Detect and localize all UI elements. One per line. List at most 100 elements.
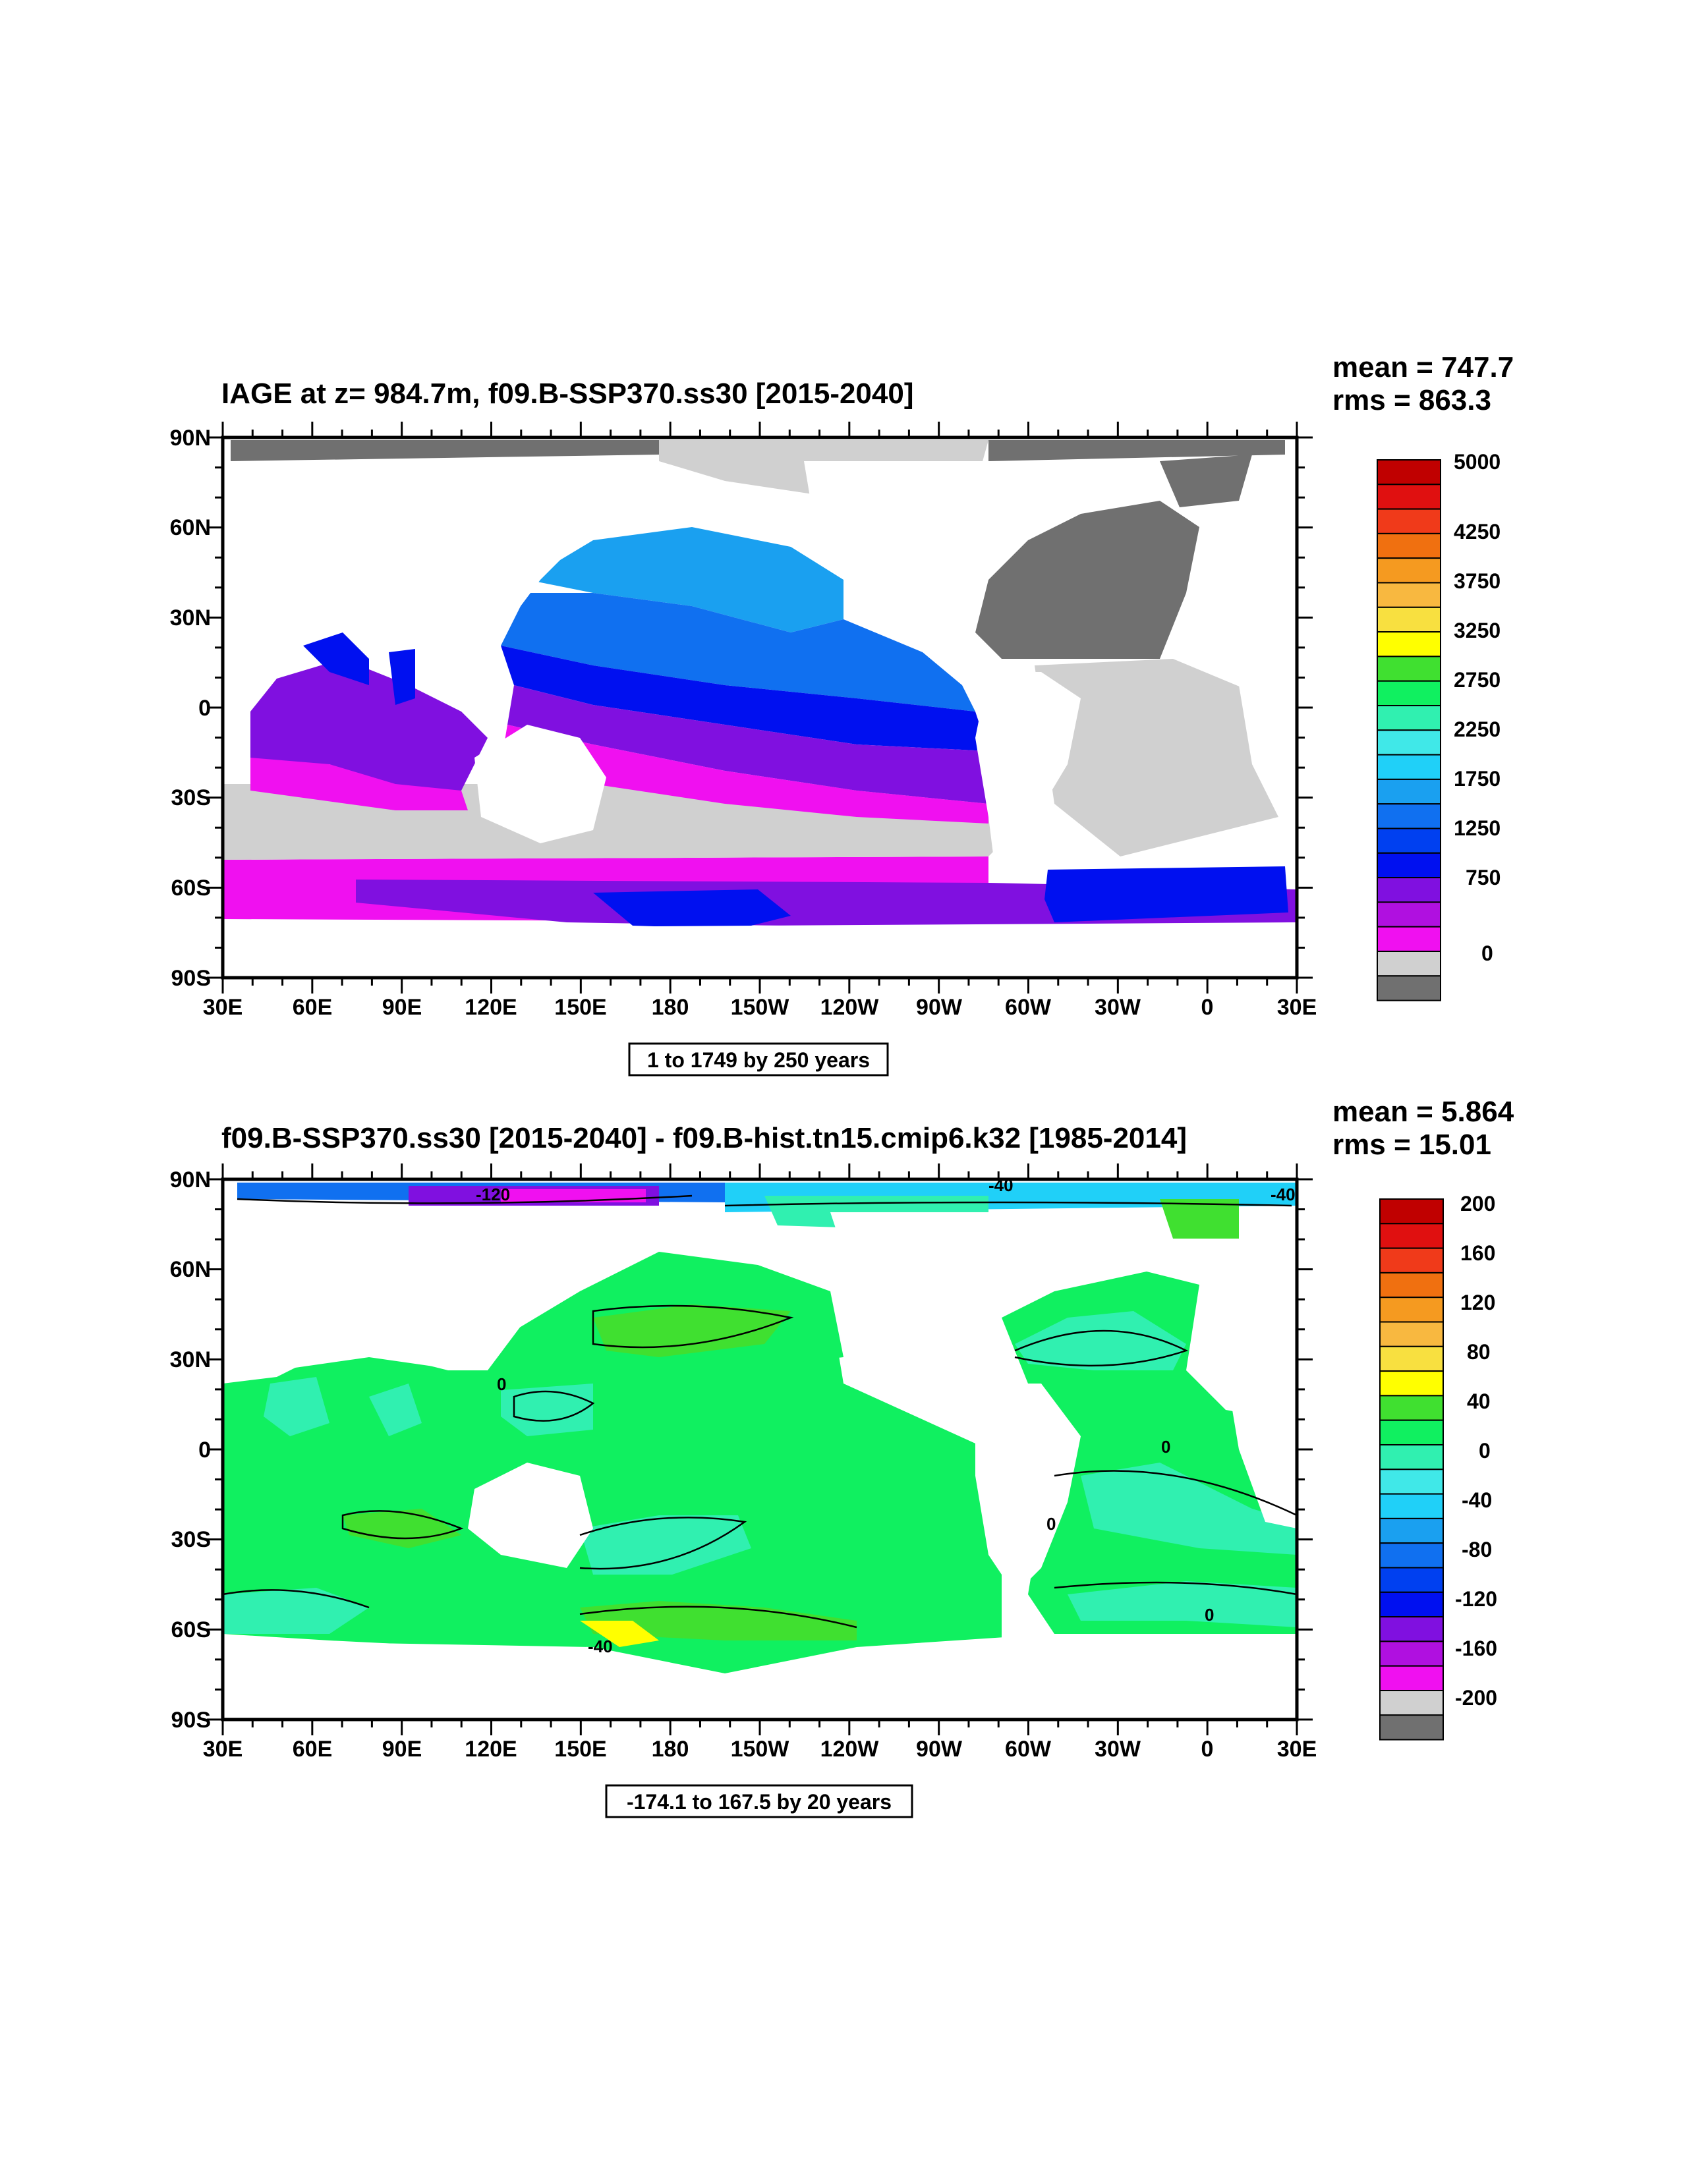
colorbar-swatch (1377, 877, 1441, 903)
lon-label: 150W (731, 1737, 790, 1762)
lat-label: 30N (170, 1347, 211, 1372)
contour-label: 0 (1205, 1605, 1214, 1625)
lon-label: 150E (554, 1737, 606, 1762)
contour-label: -40 (588, 1637, 613, 1656)
equatorial-pacific-darkblue (501, 646, 988, 751)
north-pacific-lightblue (527, 527, 844, 632)
colorbar-swatch (1379, 1297, 1444, 1323)
south-america-land (975, 1384, 1081, 1594)
panel-2-colorbar (1379, 1198, 1444, 1741)
lon-label: 0 (1201, 1737, 1214, 1762)
lon-label: 30E (1277, 995, 1317, 1020)
colorbar-swatch (1379, 1591, 1444, 1618)
panel-2-contour-info: -174.1 to 167.5 by 20 years (605, 1784, 913, 1818)
colorbar-label: -80 (1462, 1538, 1492, 1561)
colorbar-swatch (1379, 1272, 1444, 1299)
lon-label: 60W (1005, 995, 1052, 1020)
contour-labels: -120 -40 -40 0 0 0 0 -40 (476, 1175, 1296, 1656)
panel-2-title: f09.B-SSP370.ss30 [2015-2040] - f09.B-hi… (221, 1122, 1187, 1154)
lat-label: 90N (170, 1167, 211, 1192)
colorbar-swatch (1377, 680, 1441, 706)
lon-label: 90W (916, 995, 963, 1020)
colorbar-swatch (1379, 1419, 1444, 1445)
colorbar-label: 200 (1460, 1192, 1495, 1216)
panel-1-rms: rms = 863.3 (1332, 384, 1491, 416)
lon-label: 30W (1095, 1737, 1141, 1762)
contour-line (724, 1201, 1292, 1207)
lon-label: 30E (1277, 1737, 1317, 1762)
south-atlantic-cyan (1081, 1463, 1297, 1555)
colorbar-swatch (1379, 1370, 1444, 1397)
colorbar-label: 3250 (1454, 619, 1501, 642)
lon-label: 120W (820, 1737, 880, 1762)
indian-ocean-violet (250, 659, 488, 791)
colorbar-swatch (1377, 582, 1441, 608)
west-indian-cyan (223, 1588, 369, 1634)
lat-label: 60S (171, 876, 212, 901)
indian-ocean-magenta (250, 758, 468, 810)
south-pacific-cyan (580, 1515, 751, 1575)
colorbar-swatch (1377, 901, 1441, 928)
lat-label: 30S (171, 1527, 212, 1552)
lon-label: 90W (916, 1737, 963, 1762)
asia-land (223, 1212, 593, 1384)
colorbar-swatch (1377, 975, 1441, 1001)
panel-2-mean: mean = 5.864 (1332, 1096, 1514, 1128)
colorbar-label: 120 (1460, 1291, 1495, 1314)
contour-info-text: 1 to 1749 by 250 years (647, 1048, 870, 1072)
contour-label: 0 (1046, 1514, 1056, 1534)
contour-line (237, 1194, 693, 1204)
lat-label: 60N (170, 515, 211, 540)
colorbar-label: 2750 (1454, 668, 1501, 692)
contour-label: -40 (1271, 1185, 1296, 1204)
north-pacific-blue (501, 593, 975, 712)
colorbar-swatch (1379, 1640, 1444, 1667)
lon-label: 30E (203, 995, 243, 1020)
arctic-darkgray (231, 440, 659, 461)
colorbar-swatch (1377, 951, 1441, 977)
west-pacific-cyan (501, 1384, 593, 1436)
colorbar-label: -160 (1455, 1637, 1497, 1660)
southern-ocean-blue-pacific (593, 889, 791, 929)
north-america-land (804, 461, 1028, 672)
colorbar-label: 80 (1467, 1340, 1491, 1364)
panel-1-lon-labels: 30E 60E 90E 120E 150E 180 150W 120W 90W … (203, 995, 1317, 1020)
north-atlantic-darkgray (975, 501, 1199, 659)
lat-label: 30N (170, 605, 211, 630)
colorbar-swatch (1377, 631, 1441, 658)
panel-1-lat-labels: 90N 60N 30N 0 30S 60S 90S (170, 426, 211, 991)
south-atlantic-lightgray (1035, 659, 1278, 856)
antarctica-land (223, 1634, 1297, 1720)
panel-1-contour-info: 1 to 1749 by 250 years (628, 1042, 889, 1077)
colorbar-label: 0 (1479, 1439, 1491, 1463)
colorbar-label: -120 (1455, 1587, 1497, 1611)
colorbar-swatch (1379, 1395, 1444, 1421)
contour-lines (222, 1194, 1298, 1629)
colorbar-swatch (1377, 557, 1441, 584)
colorbar-swatch (1379, 1493, 1444, 1519)
colorbar-swatch (1377, 606, 1441, 633)
arctic-darkgray-east (988, 440, 1285, 461)
lat-label: 90S (171, 1708, 212, 1733)
panel-2-map: -120 -40 -40 0 0 0 0 -40 90N 60N 30N 0 3… (170, 1163, 1317, 1762)
panel-1-map: 90N 60N 30N 0 30S 60S 90S 30E 60E 90E 12… (170, 422, 1317, 1020)
contour-info-box (628, 1042, 889, 1077)
colorbar-swatch (1379, 1321, 1444, 1347)
north-atlantic-cyan (1015, 1311, 1186, 1370)
australia-land (468, 1463, 593, 1568)
south-america-land (975, 672, 1081, 870)
contour-line (341, 1510, 464, 1540)
colorbar-label: 3750 (1454, 569, 1501, 593)
colorbar-swatch (1379, 1223, 1444, 1249)
lon-label: 30E (203, 1737, 243, 1762)
lon-label: 180 (652, 995, 689, 1020)
colorbar-swatch (1377, 705, 1441, 731)
contour-label: 0 (1161, 1437, 1170, 1457)
panel-1-colorbar-labels: 5000 4250 3750 3250 2750 2250 1750 1250 … (1454, 450, 1501, 965)
southern-ocean-yellow (580, 1621, 659, 1647)
antarctica-land (223, 922, 1297, 978)
africa-land (1226, 1311, 1297, 1528)
colorbar-swatch (1379, 1665, 1444, 1691)
panel-2-lon-labels: 30E 60E 90E 120E 150E 180 150W 120W 90W … (203, 1737, 1317, 1762)
panel-2-colorbar-labels: 200 160 120 80 40 0 -40 -80 -120 -160 -2… (1455, 1192, 1497, 1710)
